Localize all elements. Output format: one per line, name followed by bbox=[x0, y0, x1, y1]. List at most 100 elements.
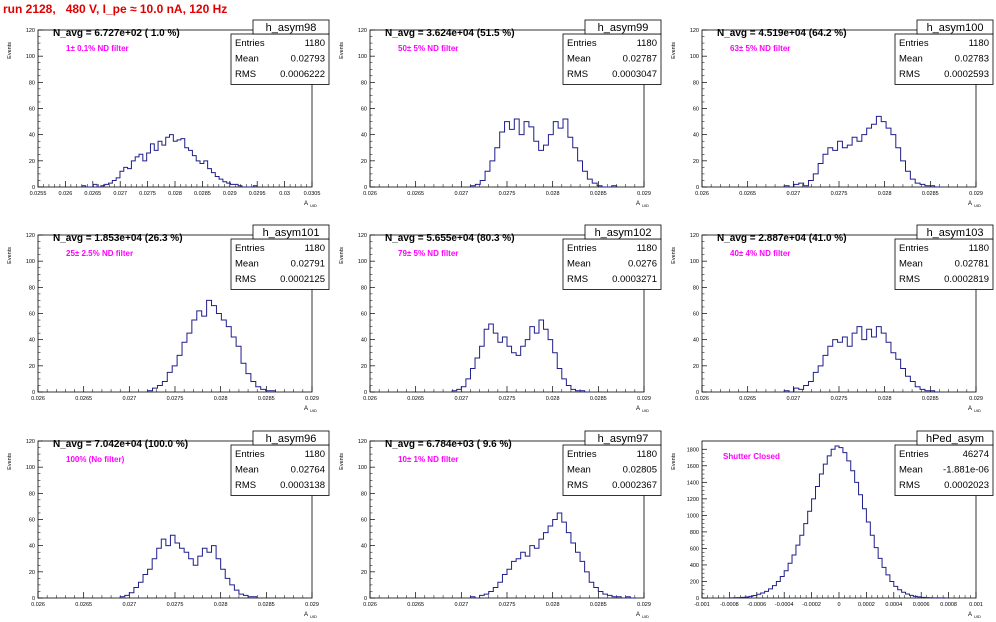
x-tick-label: 0.027 bbox=[122, 602, 136, 608]
x-axis-label-subscript: UID bbox=[974, 408, 981, 413]
x-tick-label: 0.026 bbox=[31, 396, 45, 402]
stats-entries-value: 1180 bbox=[637, 38, 657, 49]
x-tick-label: 0.028 bbox=[878, 191, 892, 197]
filter-annotation: 100% (No filter) bbox=[66, 455, 125, 464]
x-tick-label: 0.0285 bbox=[258, 602, 275, 608]
filter-annotation: 50± 5% ND filter bbox=[398, 44, 458, 53]
headline: N_avg = 6.727e+02 ( 1.0 %) bbox=[53, 28, 180, 39]
x-tick-label: -0.0004 bbox=[775, 602, 794, 608]
stats-mean-label: Mean bbox=[899, 465, 923, 476]
y-tick-label: 120 bbox=[358, 28, 367, 34]
y-tick-label: 20 bbox=[29, 364, 35, 370]
y-tick-label: 1000 bbox=[687, 513, 699, 519]
histogram-pad-h_asym98: 0 20 40 60 80 100 120 0.0255 0.026 0.0265 0.027 0.0… bbox=[7, 19, 330, 208]
x-tick-label: 0.0265 bbox=[407, 191, 424, 197]
stats-mean-label: Mean bbox=[899, 54, 923, 65]
y-tick-label: 80 bbox=[361, 80, 367, 86]
stats-entries-label: Entries bbox=[899, 449, 929, 460]
y-axis-label: Events bbox=[7, 453, 13, 470]
y-tick-label: 20 bbox=[361, 570, 367, 576]
y-tick-label: 60 bbox=[693, 107, 699, 113]
stats-rms-value: 0.0002125 bbox=[280, 274, 325, 285]
stats-entries-value: 1180 bbox=[637, 449, 657, 460]
y-tick-label: 20 bbox=[693, 364, 699, 370]
x-tick-label: 0.027 bbox=[122, 396, 136, 402]
x-tick-label: 0.026 bbox=[363, 396, 377, 402]
x-tick-label: -0.0002 bbox=[802, 602, 821, 608]
y-tick-label: 120 bbox=[358, 233, 367, 239]
stats-entries-value: 1180 bbox=[305, 243, 325, 254]
y-tick-label: 100 bbox=[690, 259, 699, 265]
headline: N_avg = 5.655e+04 (80.3 %) bbox=[385, 233, 515, 244]
x-tick-label: -0.0008 bbox=[720, 602, 739, 608]
y-tick-label: 100 bbox=[26, 465, 35, 471]
headline: N_avg = 6.784e+03 ( 9.6 %) bbox=[385, 439, 512, 450]
y-tick-label: 100 bbox=[358, 465, 367, 471]
x-tick-label: 0.0275 bbox=[499, 396, 516, 402]
stats-title-box bbox=[584, 19, 662, 35]
x-tick-label: 0.027 bbox=[786, 396, 800, 402]
stats-entries-label: Entries bbox=[235, 38, 265, 49]
y-tick-label: 40 bbox=[29, 338, 35, 344]
x-axis-label: A bbox=[304, 201, 308, 207]
y-tick-label: 120 bbox=[26, 439, 35, 445]
x-tick-label: 0.029 bbox=[305, 602, 319, 608]
x-axis-label-subscript: UID bbox=[310, 203, 317, 208]
histogram-line bbox=[469, 118, 618, 188]
x-tick-label: 0.0265 bbox=[407, 602, 424, 608]
filter-annotation: 1± 0.1% ND filter bbox=[66, 44, 129, 53]
x-axis-label: A bbox=[968, 406, 972, 412]
y-tick-label: 20 bbox=[361, 159, 367, 165]
x-tick-label: 0.0285 bbox=[922, 396, 939, 402]
histogram-line bbox=[119, 534, 258, 598]
stats-box bbox=[894, 33, 994, 85]
y-tick-label: 1800 bbox=[687, 447, 699, 453]
x-tick-label: 0.029 bbox=[305, 396, 319, 402]
x-tick-label: 0.0285 bbox=[590, 602, 607, 608]
x-tick-label: -0.0006 bbox=[747, 602, 766, 608]
x-axis-label: A bbox=[968, 612, 972, 618]
stats-box bbox=[562, 238, 662, 290]
x-tick-label: 0.0275 bbox=[167, 602, 184, 608]
x-axis-label-subscript: UID bbox=[974, 203, 981, 208]
x-axis-label-subscript: UID bbox=[642, 203, 649, 208]
x-tick-label: 0.0275 bbox=[139, 191, 156, 197]
y-tick-label: 100 bbox=[26, 54, 35, 60]
y-tick-label: 120 bbox=[358, 439, 367, 445]
x-tick-label: 0.029 bbox=[637, 602, 651, 608]
stats-mean-label: Mean bbox=[235, 465, 259, 476]
stats-entries-label: Entries bbox=[567, 449, 597, 460]
stats-mean-label: Mean bbox=[567, 465, 591, 476]
x-tick-label: 0.0265 bbox=[75, 602, 92, 608]
x-tick-label: 0.027 bbox=[454, 191, 468, 197]
x-tick-label: 0.03 bbox=[279, 191, 290, 197]
stats-mean-label: Mean bbox=[567, 54, 591, 65]
histogram-name: h_asym98 bbox=[266, 22, 317, 34]
y-tick-label: 120 bbox=[690, 28, 699, 34]
x-tick-label: 0.0275 bbox=[499, 602, 516, 608]
x-tick-label: 0.026 bbox=[695, 191, 709, 197]
stats-mean-label: Mean bbox=[567, 259, 591, 270]
y-tick-label: 0 bbox=[32, 185, 35, 191]
y-tick-label: 80 bbox=[29, 491, 35, 497]
stats-title-box bbox=[916, 430, 994, 446]
x-axis-label-subscript: UID bbox=[310, 614, 317, 619]
stats-mean-label: Mean bbox=[235, 259, 259, 270]
histogram-line bbox=[783, 115, 940, 188]
x-tick-label: 0.029 bbox=[969, 396, 983, 402]
x-tick-label: 0.0285 bbox=[922, 191, 939, 197]
x-axis-label-subscript: UID bbox=[310, 408, 317, 413]
y-tick-label: 20 bbox=[29, 159, 35, 165]
histogram-name: h_asym101 bbox=[263, 227, 320, 239]
y-axis-label: Events bbox=[671, 453, 677, 470]
histogram-pad-h_asym96: 0 20 40 60 80 100 120 0.026 0.0265 0.027 0.0275 0.0… bbox=[7, 430, 330, 619]
x-tick-label: 0 bbox=[837, 602, 840, 608]
y-tick-label: 120 bbox=[690, 233, 699, 239]
stats-mean-value: 0.02781 bbox=[955, 259, 989, 270]
y-tick-label: 0 bbox=[696, 596, 699, 602]
stats-title-box bbox=[252, 19, 330, 35]
y-tick-label: 80 bbox=[693, 285, 699, 291]
y-tick-label: 40 bbox=[361, 133, 367, 139]
y-tick-label: 40 bbox=[29, 133, 35, 139]
y-tick-label: 200 bbox=[690, 579, 699, 585]
